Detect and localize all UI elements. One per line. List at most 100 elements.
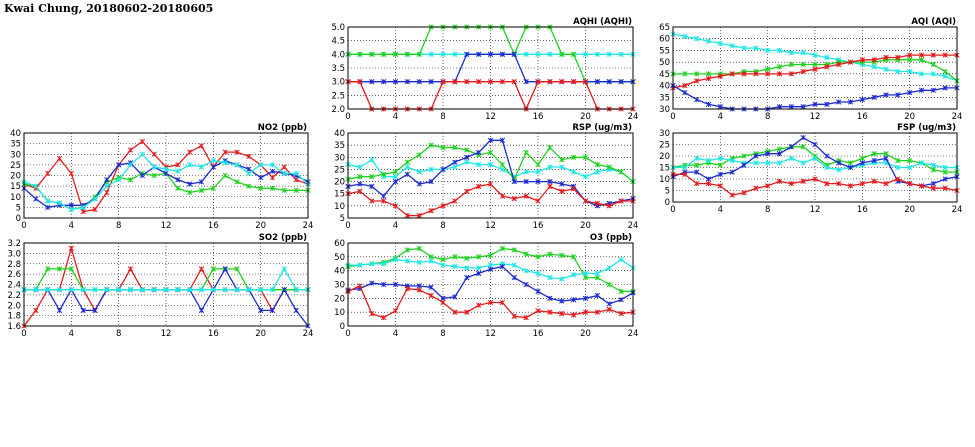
data-point-green	[918, 57, 925, 63]
data-point-blue	[523, 178, 529, 185]
data-point-cyan	[547, 164, 553, 170]
chart-title: FSP (ug/m3)	[897, 123, 956, 133]
data-point-red	[511, 313, 517, 319]
data-point-blue	[198, 307, 205, 314]
data-point-blue	[487, 51, 494, 57]
x-tick-label: 12	[810, 112, 821, 122]
data-point-green	[404, 51, 411, 57]
data-point-red	[883, 180, 889, 187]
data-point-green	[942, 169, 948, 175]
data-point-blue	[942, 176, 948, 182]
data-point-red	[705, 75, 712, 82]
x-tick-label: 12	[161, 329, 172, 339]
data-point-red	[269, 174, 276, 181]
data-point-red	[594, 309, 601, 315]
data-point-blue	[705, 101, 712, 107]
data-point-cyan	[523, 268, 529, 274]
data-point-cyan	[907, 68, 913, 75]
data-point-red	[404, 285, 411, 292]
data-point-cyan	[416, 259, 422, 266]
data-point-red	[682, 171, 688, 178]
data-point-green	[293, 187, 299, 194]
data-point-green	[258, 185, 264, 191]
y-tick-label: 2.5	[331, 91, 345, 101]
x-tick-label: 4	[69, 221, 74, 231]
data-point-red	[694, 78, 700, 84]
data-point-blue	[788, 104, 794, 110]
data-point-cyan	[127, 287, 134, 293]
data-point-cyan	[139, 151, 145, 157]
x-tick-label: 16	[857, 205, 868, 215]
data-point-blue	[369, 280, 375, 286]
data-point-red	[369, 198, 375, 204]
data-point-red	[535, 308, 541, 314]
y-tick-label: 3.0	[7, 249, 21, 259]
data-point-cyan	[68, 287, 74, 293]
data-point-cyan	[80, 287, 86, 293]
data-point-red	[452, 309, 458, 315]
data-point-green	[234, 179, 240, 185]
data-point-red	[559, 310, 565, 317]
data-point-red	[499, 79, 506, 85]
data-point-red	[836, 180, 842, 187]
x-tick-label: 4	[69, 329, 74, 339]
data-point-cyan	[559, 276, 565, 282]
data-point-cyan	[428, 166, 434, 173]
data-point-blue	[836, 99, 842, 105]
data-point-red	[930, 52, 936, 58]
data-point-green	[404, 159, 411, 165]
y-tick-label: 5.0	[331, 23, 345, 33]
data-point-red	[930, 185, 936, 191]
data-point-blue	[392, 178, 399, 185]
data-point-red	[582, 198, 589, 204]
data-point-cyan	[535, 270, 541, 277]
x-tick-label: 20	[904, 205, 915, 215]
data-point-cyan	[234, 162, 240, 168]
data-point-red	[942, 185, 948, 191]
data-point-cyan	[416, 169, 422, 175]
x-tick-label: 24	[628, 221, 639, 231]
data-point-blue	[511, 178, 517, 185]
data-point-red	[535, 79, 541, 85]
data-point-cyan	[800, 50, 806, 56]
y-tick-label: 30	[659, 105, 670, 115]
data-point-blue	[246, 166, 252, 172]
x-tick-label: 24	[628, 329, 639, 339]
data-point-blue	[380, 79, 387, 85]
data-point-red	[812, 66, 818, 72]
data-point-red	[475, 183, 482, 190]
data-point-cyan	[717, 40, 723, 47]
data-point-red	[717, 73, 723, 79]
data-point-green	[428, 142, 434, 148]
data-point-blue	[210, 164, 216, 170]
data-point-cyan	[535, 169, 541, 175]
data-point-green	[907, 57, 913, 63]
chart-title: AQHI (AQHI)	[573, 17, 632, 27]
data-point-cyan	[357, 262, 363, 268]
data-point-blue	[847, 99, 854, 105]
data-point-blue	[416, 79, 422, 85]
y-tick-label: 35	[659, 93, 670, 103]
data-point-red	[127, 147, 134, 153]
data-point-blue	[68, 202, 74, 208]
data-point-blue	[357, 181, 363, 187]
data-point-red	[582, 79, 589, 85]
data-point-cyan	[741, 45, 747, 51]
data-point-cyan	[116, 177, 122, 183]
data-point-red	[499, 193, 506, 199]
data-point-blue	[694, 96, 700, 103]
data-point-green	[357, 174, 363, 180]
data-point-red	[416, 212, 422, 219]
data-point-cyan	[582, 270, 589, 277]
data-point-red	[392, 308, 399, 314]
data-point-green	[559, 157, 565, 163]
data-point-blue	[475, 270, 482, 277]
data-point-cyan	[369, 157, 375, 163]
x-tick-label: 4	[393, 221, 398, 231]
data-point-red	[694, 180, 700, 187]
x-tick-label: 20	[255, 221, 266, 231]
data-point-blue	[800, 104, 806, 110]
data-point-red	[729, 71, 735, 77]
x-tick-label: 0	[21, 329, 26, 339]
data-point-red	[907, 52, 913, 58]
